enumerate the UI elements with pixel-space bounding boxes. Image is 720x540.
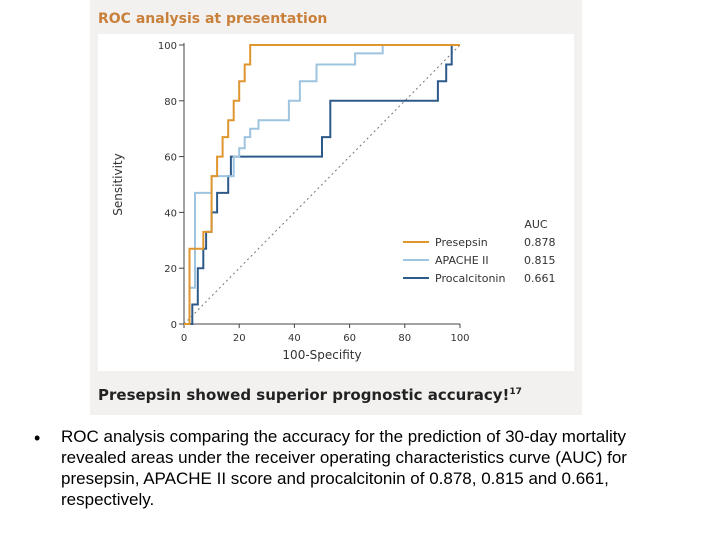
x-tick-label: 40 (288, 333, 301, 344)
legend-label-procalcitonin: Procalcitonin (435, 272, 505, 285)
reference-diagonal (183, 44, 461, 325)
legend-label-presepsin: Presepsin (435, 236, 488, 249)
x-tick-label: 20 (233, 333, 246, 344)
x-tick-label: 60 (343, 333, 356, 344)
roc-chart: 0 20 40 60 80 100 0 20 40 60 80 100 100-Specifity Sen… (111, 41, 556, 362)
x-tick-label: 100 (450, 333, 469, 344)
y-axis-label: Sensitivity (111, 153, 125, 215)
bullet-symbol: • (34, 428, 41, 448)
legend-auc-apache-ii: 0.815 (524, 254, 556, 267)
legend-label-apache-ii: APACHE II (435, 254, 489, 267)
x-tick-label: 0 (181, 333, 187, 344)
x-axis-label: 100-Specifity (282, 348, 361, 362)
legend-auc-procalcitonin: 0.661 (524, 272, 556, 285)
chart-title: ROC analysis at presentation (98, 11, 328, 27)
y-tick-label: 40 (164, 208, 177, 219)
legend-header: AUC (524, 218, 548, 231)
series-line-presepsin (184, 44, 460, 325)
y-tick-label: 80 (164, 97, 177, 108)
plot-panel: 0 20 40 60 80 100 0 20 40 60 80 100 100-Specifity Sen… (98, 34, 574, 371)
x-tick-label: 80 (398, 333, 411, 344)
caption-superscript: 17 (509, 387, 522, 397)
caption-text: Presepsin showed superior prognostic acc… (98, 386, 510, 404)
y-tick-label: 100 (158, 41, 177, 52)
bullet-text: ROC analysis comparing the accuracy for … (61, 427, 627, 509)
y-tick-label: 0 (171, 320, 177, 331)
figure-caption: Presepsin showed superior prognostic acc… (98, 386, 522, 404)
y-tick-label: 20 (164, 264, 177, 275)
y-tick-label: 60 (164, 153, 177, 164)
roc-figure: ROC analysis at presentation 0 20 40 60 80 10… (90, 0, 582, 415)
legend-auc-presepsin: 0.878 (524, 236, 556, 249)
